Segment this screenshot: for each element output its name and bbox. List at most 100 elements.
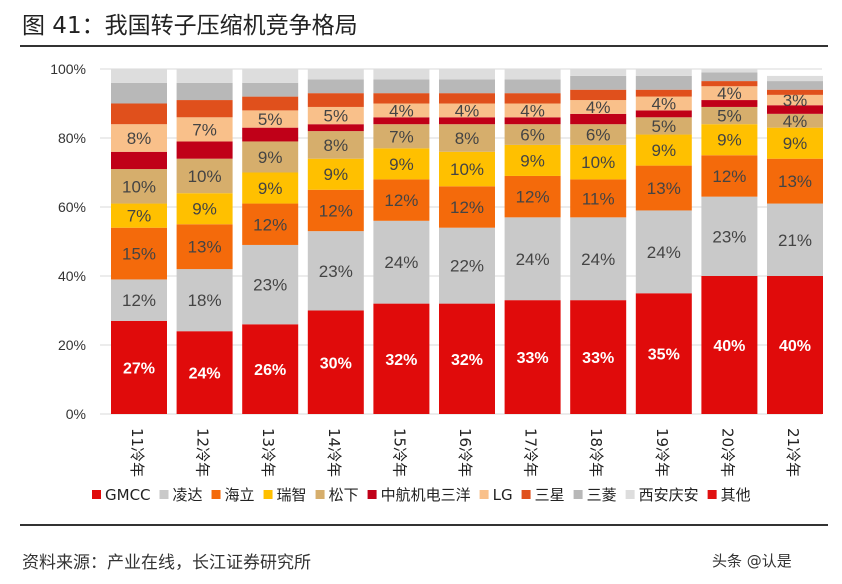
bar-segment — [635, 165, 692, 211]
data-label: 9% — [520, 151, 545, 170]
legend-swatch — [92, 490, 101, 499]
bar-segment — [242, 82, 299, 97]
data-label: 4% — [783, 112, 808, 131]
bar-segment — [176, 331, 233, 414]
bar-segment — [373, 220, 430, 304]
data-label: 9% — [324, 165, 349, 184]
legend-label: LG — [493, 486, 513, 504]
bar-segment — [373, 179, 430, 221]
data-label: 12% — [319, 201, 353, 220]
bar-segment — [701, 86, 758, 101]
legend-swatch — [211, 490, 221, 499]
y-tick-label: 40% — [58, 268, 86, 284]
data-label: 23% — [319, 262, 353, 281]
bar-segment — [439, 69, 495, 80]
data-label: 9% — [258, 148, 283, 167]
data-label: 33% — [517, 350, 549, 367]
bar-segment — [504, 175, 561, 218]
bar-segment — [439, 117, 495, 125]
bar-segment — [176, 158, 233, 194]
bar-segment — [570, 100, 627, 114]
data-label: 5% — [258, 110, 283, 129]
watermark: 头条 @认是 — [712, 552, 792, 570]
bar-segment — [176, 224, 233, 270]
data-label: 12% — [712, 167, 746, 186]
legend-label: 西安庆安 — [639, 486, 699, 504]
data-label: 5% — [652, 117, 677, 136]
data-label: 23% — [253, 276, 287, 295]
legend-label: GMCC — [105, 486, 151, 504]
data-label: 4% — [389, 101, 414, 120]
bar-segment — [504, 144, 561, 176]
legend-swatch — [367, 490, 377, 499]
data-label: 18% — [188, 291, 222, 310]
bar-segment — [701, 69, 758, 73]
data-label: 13% — [188, 238, 222, 257]
bar-segment — [242, 96, 299, 111]
data-label: 9% — [192, 200, 217, 219]
data-label: 21% — [778, 231, 812, 250]
bar-segment — [439, 124, 495, 152]
bar-segment — [307, 79, 364, 94]
bar-segment — [242, 324, 299, 414]
bar-segment — [767, 89, 823, 95]
bar-segment — [439, 93, 495, 104]
bar-segment — [176, 100, 233, 118]
bar-segment — [176, 269, 233, 332]
x-tick-label: 20冷年 — [718, 428, 736, 477]
bar-segment — [176, 117, 233, 142]
data-label: 10% — [450, 160, 484, 179]
data-label: 4% — [717, 84, 742, 103]
x-tick-label: 21冷年 — [784, 428, 802, 477]
bar-segment — [111, 203, 167, 228]
bar-segment — [570, 217, 627, 301]
bar-segment — [373, 117, 430, 125]
data-label: 4% — [586, 98, 611, 117]
bar-segment — [570, 113, 627, 125]
data-label: 15% — [122, 245, 156, 264]
bar-segment — [307, 69, 364, 80]
data-label: 30% — [320, 355, 352, 372]
data-label: 11% — [582, 189, 615, 208]
x-tick-label: 19冷年 — [653, 428, 671, 477]
bar-segment — [439, 186, 495, 228]
bar-segment — [439, 227, 495, 304]
bar-segment — [242, 244, 299, 325]
bar-segment — [111, 69, 167, 83]
legend-label: 松下 — [329, 486, 359, 504]
bar-segment — [176, 69, 233, 83]
data-label: 40% — [713, 338, 745, 355]
bar-segment — [570, 69, 627, 76]
data-label: 8% — [455, 129, 480, 148]
y-tick-label: 20% — [58, 337, 86, 353]
bar-segment — [373, 103, 430, 118]
data-label: 9% — [389, 155, 414, 174]
bar-segment — [701, 124, 758, 156]
y-tick-label: 60% — [58, 199, 86, 215]
data-label: 8% — [324, 136, 349, 155]
bar-segment — [111, 279, 167, 321]
data-label: 27% — [123, 360, 155, 377]
bar-segment — [570, 300, 627, 414]
bar-segment — [439, 103, 495, 118]
bar-segment — [111, 151, 167, 170]
bar-segment — [373, 148, 430, 180]
bar-segment — [439, 79, 495, 94]
data-label: 6% — [586, 126, 611, 145]
bar-segment — [176, 193, 233, 225]
data-label: 26% — [254, 362, 286, 379]
bar-segment — [701, 72, 758, 82]
legend-label: 其他 — [721, 486, 751, 504]
bar-segment — [373, 303, 430, 414]
chart-title: 图 41：我国转子压缩机竞争格局 — [22, 13, 358, 39]
bar-segment — [767, 127, 823, 159]
data-label: 32% — [385, 352, 417, 369]
bar-segment — [504, 103, 561, 118]
data-label: 22% — [450, 257, 484, 276]
legend-swatch — [315, 490, 325, 499]
bar-segment — [504, 117, 561, 125]
bar-segment — [767, 105, 823, 114]
data-label: 10% — [188, 167, 222, 186]
x-tick-label: 12冷年 — [194, 428, 212, 477]
bar-segment — [701, 81, 758, 87]
